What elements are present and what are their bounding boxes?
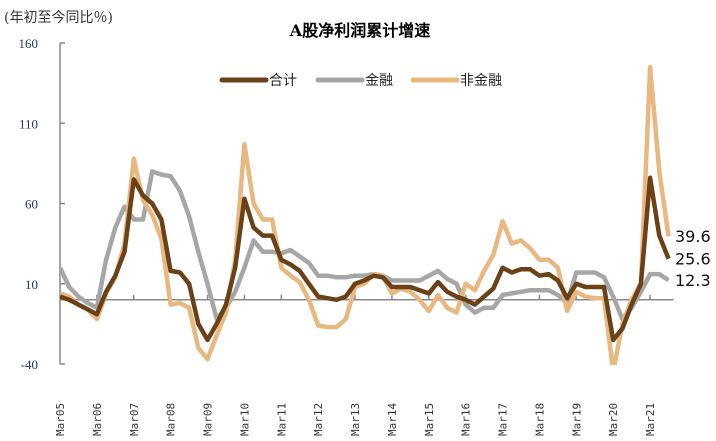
- y-tick-label: -40: [21, 357, 38, 372]
- x-tick-label: Mar18: [533, 403, 546, 436]
- legend-label: 非金融: [460, 73, 502, 89]
- y-axis-label: (年初至今同比％): [4, 9, 113, 26]
- x-tick-label: Mar10: [238, 403, 251, 436]
- x-tick-label: Mar16: [460, 403, 473, 436]
- legend-label: 金融: [365, 73, 393, 89]
- chart-title: A股净利润累计增速: [289, 21, 430, 40]
- x-tick-label: Mar17: [497, 403, 510, 436]
- x-tick-label: Mar13: [349, 403, 362, 436]
- x-tick-label: Mar12: [312, 403, 325, 436]
- x-tick-label: Mar07: [128, 403, 141, 436]
- series-line-0: [60, 175, 671, 343]
- x-tick-label: Mar11: [275, 403, 288, 436]
- x-tick-label: Mar14: [386, 403, 399, 436]
- y-tick-label: 10: [25, 277, 38, 292]
- x-tick-label: Mar09: [202, 403, 215, 436]
- y-tick-label: 60: [25, 197, 38, 212]
- legend-label: 合计: [269, 73, 297, 89]
- x-tick-label: Mar20: [607, 403, 620, 436]
- series-line-2: [60, 64, 671, 365]
- y-tick-label: 160: [19, 36, 39, 51]
- x-tick-label: Mar08: [165, 403, 178, 436]
- series-line-1: [60, 169, 670, 322]
- x-tick-label: Mar19: [570, 403, 583, 436]
- end-value-label: 25.6: [675, 250, 711, 269]
- y-tick-label: 110: [19, 116, 38, 131]
- x-tick-label: Mar05: [54, 403, 67, 436]
- end-value-label: 12.3: [675, 271, 711, 290]
- x-tick-label: Mar06: [91, 403, 104, 436]
- x-tick-label: Mar15: [423, 403, 436, 436]
- x-tick-label: Mar21: [644, 403, 657, 436]
- end-value-label: 39.6: [675, 227, 711, 246]
